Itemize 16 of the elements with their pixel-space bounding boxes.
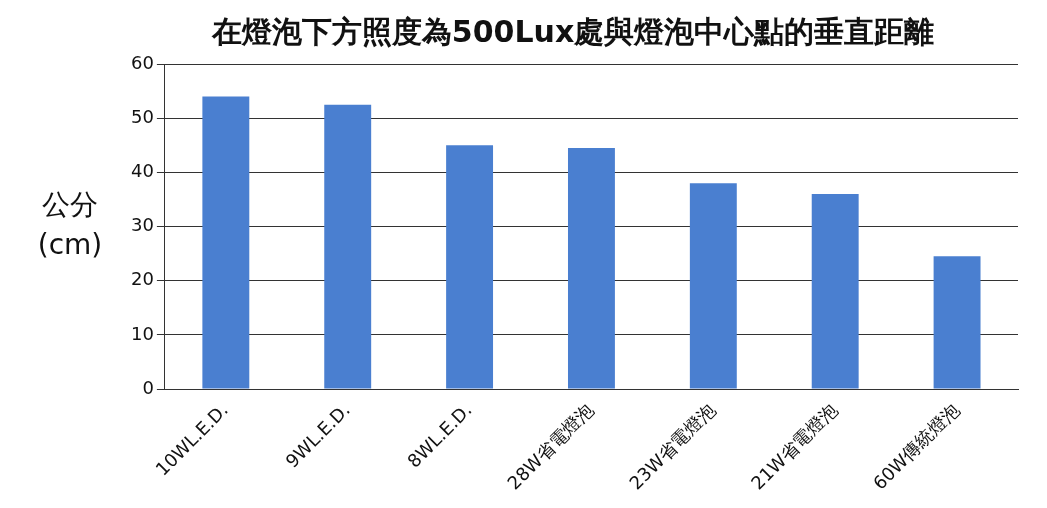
y-tick-label: 30 xyxy=(131,214,154,236)
y-tick-label: 20 xyxy=(131,268,154,290)
y-tick-label: 40 xyxy=(131,160,154,182)
bar xyxy=(567,147,615,389)
bar xyxy=(202,96,250,389)
chart-title: 在燈泡下方照度為500Lux處與燈泡中心點的垂直距離 xyxy=(210,13,935,49)
y-tick-label: 0 xyxy=(142,376,154,398)
y-tick-label: 50 xyxy=(131,105,154,127)
bar xyxy=(811,194,859,389)
y-tick-label: 10 xyxy=(131,322,154,344)
bar xyxy=(324,104,372,389)
bar xyxy=(446,145,494,389)
y-axis-title: 公分 (cm) xyxy=(37,187,103,261)
bar xyxy=(933,256,981,389)
y-tick-label: 60 xyxy=(131,51,154,73)
bar xyxy=(689,183,737,389)
